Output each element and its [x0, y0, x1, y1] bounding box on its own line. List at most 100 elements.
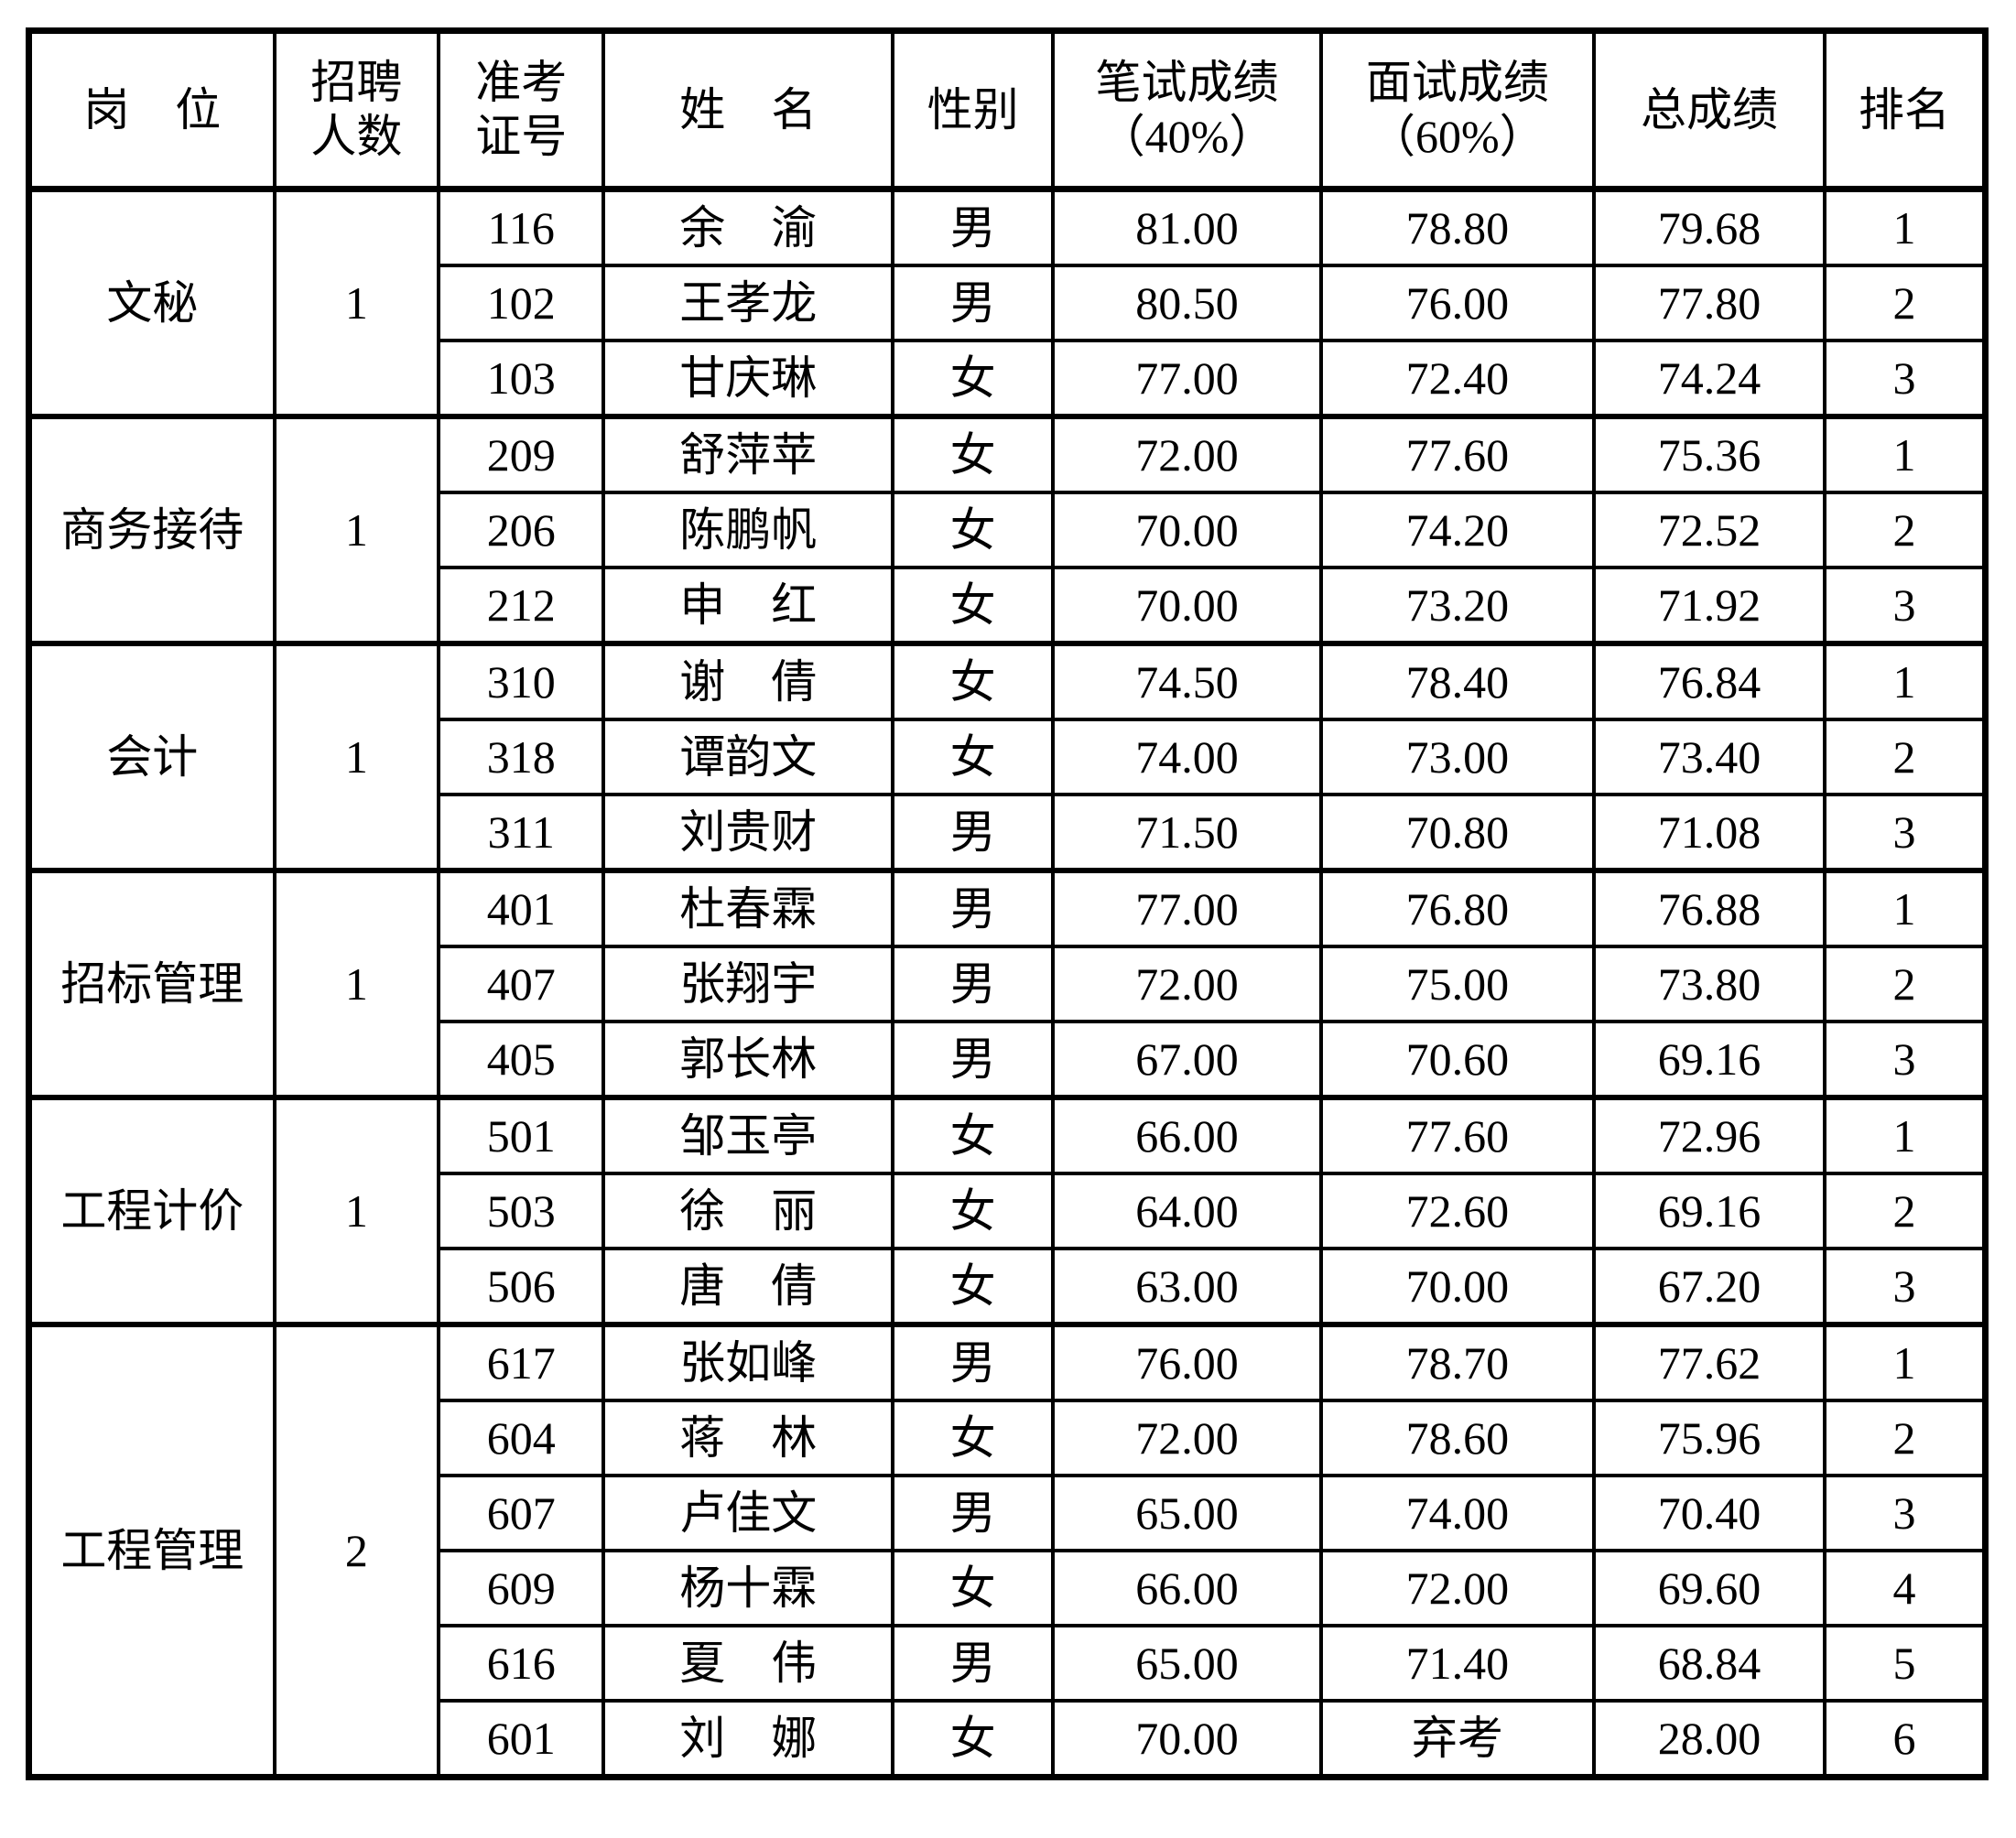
cell-exam-id: 506 — [437, 1247, 606, 1326]
cell-name: 王孝龙 — [602, 264, 894, 342]
col-header-recruit-count-line1: 招聘 — [310, 57, 403, 108]
cell-name: 甘庆琳 — [602, 339, 894, 418]
cell-interview-score: 75.00 — [1318, 945, 1597, 1023]
cell-interview-score: 弃考 — [1318, 1699, 1597, 1779]
cell-written-score: 64.00 — [1051, 1172, 1323, 1250]
cell-gender: 男 — [890, 1474, 1056, 1552]
cell-exam-id: 209 — [437, 414, 606, 494]
cell-exam-id: 609 — [437, 1549, 606, 1627]
col-header-recruit-count-line2: 人数 — [310, 111, 403, 162]
cell-written-score: 72.00 — [1051, 1399, 1323, 1477]
cell-exam-id: 405 — [437, 1020, 606, 1099]
cell-name: 谢 倩 — [602, 641, 894, 721]
table-row: 206 陈鹏帆女 70.00 74.20 72.52 2 — [29, 491, 1988, 569]
cell-recruit-count: 1 — [272, 186, 441, 418]
cell-rank: 6 — [1823, 1699, 1988, 1779]
cell-interview-score: 73.00 — [1318, 718, 1597, 796]
cell-gender: 男 — [890, 793, 1056, 872]
table-row: 212 申 红女 70.00 73.20 71.92 3 — [29, 566, 1988, 645]
cell-exam-id: 401 — [437, 868, 606, 948]
cell-recruit-count: 1 — [272, 414, 441, 645]
cell-gender: 女 — [890, 339, 1056, 418]
table-row: 609 杨十霖女 66.00 72.00 69.60 4 — [29, 1549, 1988, 1627]
cell-interview-score: 76.80 — [1318, 868, 1597, 948]
cell-name: 徐 丽 — [602, 1172, 894, 1250]
cell-name: 郭长林 — [602, 1020, 894, 1099]
cell-rank: 1 — [1823, 868, 1988, 948]
cell-exam-id: 311 — [437, 793, 606, 872]
cell-gender: 女 — [890, 718, 1056, 796]
cell-interview-score: 71.40 — [1318, 1624, 1597, 1703]
cell-name: 张如峰 — [602, 1322, 894, 1402]
cell-written-score: 76.00 — [1051, 1322, 1323, 1402]
cell-interview-score: 73.20 — [1318, 566, 1597, 645]
cell-rank: 1 — [1823, 186, 1988, 267]
results-table: 岗 位 招聘 人数 准考 证号 姓 名 性别 笔试成绩 （40%） 面试成绩 （… — [26, 27, 1989, 1780]
cell-gender: 女 — [890, 1247, 1056, 1326]
cell-interview-score: 70.80 — [1318, 793, 1597, 872]
cell-interview-score: 70.60 — [1318, 1020, 1597, 1099]
cell-recruit-count: 1 — [272, 868, 441, 1099]
cell-gender: 女 — [890, 1699, 1056, 1779]
cell-interview-score: 78.80 — [1318, 186, 1597, 267]
table-row: 招标管理 1 401 杜春霖男 77.00 76.80 76.88 1 — [27, 868, 1988, 1099]
cell-written-score: 65.00 — [1051, 1624, 1323, 1703]
cell-rank: 3 — [1823, 1474, 1988, 1552]
cell-exam-id: 212 — [437, 566, 606, 645]
cell-gender: 女 — [890, 414, 1056, 494]
cell-name: 舒萍苹 — [602, 414, 894, 494]
cell-total-score: 73.40 — [1592, 718, 1827, 796]
table-row: 工程计价 1 501 邹玉亭女 66.00 77.60 72.96 1 — [27, 1095, 1988, 1326]
table-header-row: 岗 位 招聘 人数 准考 证号 姓 名 性别 笔试成绩 （40%） 面试成绩 （… — [27, 28, 1988, 192]
cell-position: 文秘 — [27, 186, 276, 418]
cell-rank: 3 — [1823, 339, 1988, 418]
cell-interview-score: 72.00 — [1318, 1549, 1597, 1627]
cell-name: 余 渝 — [602, 186, 894, 267]
cell-rank: 3 — [1823, 793, 1988, 872]
cell-total-score: 69.60 — [1592, 1549, 1827, 1627]
cell-rank: 1 — [1823, 414, 1988, 494]
cell-total-score: 72.96 — [1592, 1095, 1827, 1175]
cell-total-score: 76.84 — [1592, 641, 1827, 721]
cell-rank: 5 — [1823, 1624, 1988, 1703]
cell-position: 工程计价 — [27, 1095, 276, 1326]
cell-gender: 男 — [890, 1020, 1056, 1099]
cell-rank: 2 — [1823, 945, 1988, 1023]
cell-written-score: 80.50 — [1051, 264, 1323, 342]
cell-total-score: 69.16 — [1592, 1020, 1827, 1099]
cell-name: 刘贵财 — [602, 793, 894, 872]
cell-rank: 3 — [1823, 1020, 1988, 1099]
cell-written-score: 72.00 — [1051, 414, 1323, 494]
cell-total-score: 76.88 — [1592, 868, 1827, 948]
cell-rank: 2 — [1823, 1172, 1988, 1250]
table-row: 616 夏 伟男 65.00 71.40 68.84 5 — [29, 1624, 1988, 1703]
cell-exam-id: 503 — [437, 1172, 606, 1250]
cell-total-score: 75.36 — [1592, 414, 1827, 494]
cell-total-score: 77.62 — [1592, 1322, 1827, 1402]
col-header-recruit-count: 招聘 人数 — [272, 28, 441, 192]
cell-written-score: 74.50 — [1051, 641, 1323, 721]
cell-exam-id: 607 — [437, 1474, 606, 1552]
cell-gender: 女 — [890, 1095, 1056, 1175]
cell-gender: 男 — [890, 1624, 1056, 1703]
cell-total-score: 71.92 — [1592, 566, 1827, 645]
col-header-name: 姓 名 — [602, 28, 894, 192]
col-header-rank: 排名 — [1823, 28, 1988, 192]
cell-written-score: 77.00 — [1051, 339, 1323, 418]
cell-total-score: 69.16 — [1592, 1172, 1827, 1250]
table-row: 会计 1 310 谢 倩女 74.50 78.40 76.84 1 — [27, 641, 1988, 872]
col-header-interview-score-line2: （60%） — [1370, 111, 1545, 162]
cell-recruit-count: 1 — [272, 1095, 441, 1326]
cell-interview-score: 76.00 — [1318, 264, 1597, 342]
cell-rank: 3 — [1823, 566, 1988, 645]
cell-position: 招标管理 — [27, 868, 276, 1099]
cell-exam-id: 617 — [437, 1322, 606, 1402]
table-row: 文秘 1 116 余 渝男 81.00 78.80 79.68 1 — [27, 186, 1988, 418]
cell-recruit-count: 2 — [272, 1322, 441, 1779]
table-row: 405 郭长林男 67.00 70.60 69.16 3 — [29, 1020, 1988, 1099]
cell-written-score: 71.50 — [1051, 793, 1323, 872]
cell-gender: 女 — [890, 641, 1056, 721]
cell-written-score: 66.00 — [1051, 1095, 1323, 1175]
table-row: 102 王孝龙男 80.50 76.00 77.80 2 — [29, 264, 1988, 342]
table-row: 503 徐 丽女 64.00 72.60 69.16 2 — [29, 1172, 1988, 1250]
